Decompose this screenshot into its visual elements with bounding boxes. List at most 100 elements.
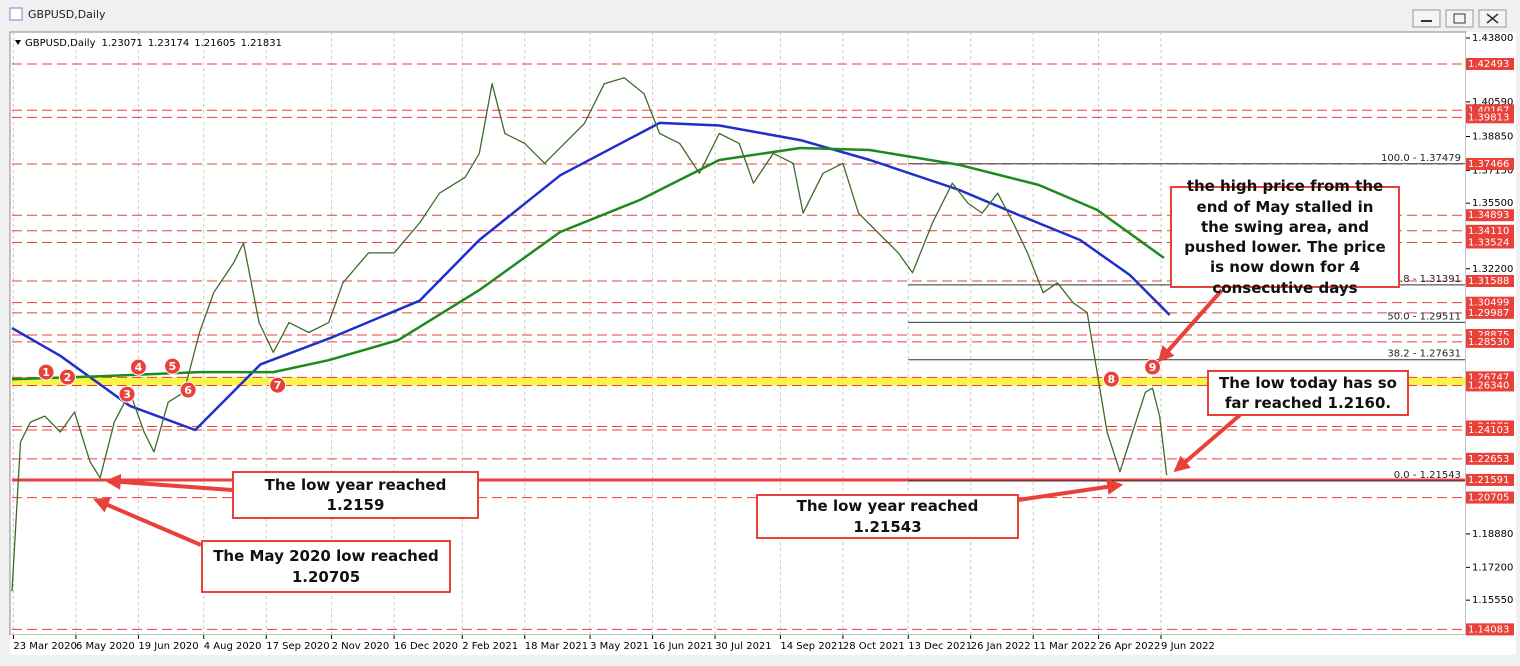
swing-label: 4 xyxy=(135,361,143,374)
y-tick-label: 1.17200 xyxy=(1472,562,1513,573)
moving-average xyxy=(11,121,1171,432)
ohlc-value: 1.21605 xyxy=(194,38,235,49)
x-tick-label: 26 Jan 2022 xyxy=(971,641,1031,652)
arrow xyxy=(1017,478,1124,502)
swing-marker xyxy=(118,385,136,403)
level-label: 1.42493 xyxy=(1468,59,1509,70)
level-label: 1.29987 xyxy=(1468,308,1509,319)
ohlc-value: 1.23071 xyxy=(102,38,143,49)
swing-marker xyxy=(1102,370,1120,388)
x-tick-label: 16 Dec 2020 xyxy=(394,641,458,652)
swing-label: 3 xyxy=(123,388,131,401)
minimize-button[interactable] xyxy=(1412,9,1441,28)
level-label-box xyxy=(1466,111,1514,124)
level-label: 1.26747 xyxy=(1468,372,1509,383)
level-label: 1.37466 xyxy=(1468,159,1509,170)
level-label-box xyxy=(1466,224,1514,237)
fib-label: 100.0 - 1.37479 xyxy=(1381,153,1461,164)
x-tick-label: 19 Jun 2020 xyxy=(138,641,198,652)
level-label: 1.22653 xyxy=(1468,454,1509,465)
x-tick-label: 13 Dec 2021 xyxy=(908,641,972,652)
y-tick-label: 1.40590 xyxy=(1472,97,1513,108)
annotation: The low year reached 1.21543 xyxy=(756,494,1019,539)
level-label-box xyxy=(1466,379,1514,392)
arrow xyxy=(1157,288,1224,363)
annotation-arrows xyxy=(93,288,1242,547)
swing-label: 5 xyxy=(169,360,177,373)
swing-label: 2 xyxy=(64,371,72,384)
x-tick-label: 18 Mar 2021 xyxy=(525,641,588,652)
level-label-box xyxy=(1466,236,1514,249)
swing-label: 8 xyxy=(1108,373,1116,386)
fib-label: 61.8 - 1.31391 xyxy=(1387,274,1461,285)
x-tick-label: 2 Feb 2021 xyxy=(462,641,518,652)
ohlc-value: 1.21831 xyxy=(241,38,282,49)
arrow xyxy=(104,473,233,492)
y-tick-label: 1.37150 xyxy=(1472,165,1513,176)
x-tick-label: 17 Sep 2020 xyxy=(266,641,329,652)
level-label-box xyxy=(1466,57,1514,70)
level-label-box xyxy=(1466,296,1514,309)
fib-label: 50.0 - 1.29511 xyxy=(1387,311,1461,322)
swing-zone xyxy=(12,377,1465,386)
level-label: 1.20705 xyxy=(1468,493,1509,504)
level-label-box xyxy=(1466,306,1514,319)
level-label: 1.14083 xyxy=(1468,624,1509,635)
level-label-box xyxy=(1466,473,1514,486)
level-label: 1.34893 xyxy=(1468,210,1509,221)
x-tick-label: 26 Apr 2022 xyxy=(1099,641,1161,652)
swing-label: 6 xyxy=(184,384,192,397)
swing-marker xyxy=(1144,358,1162,376)
level-label-box xyxy=(1466,275,1514,288)
swing-marker xyxy=(58,368,76,386)
level-label-box xyxy=(1466,452,1514,465)
swing-marker xyxy=(37,363,55,381)
y-tick-label: 1.15550 xyxy=(1472,595,1513,606)
level-label-box xyxy=(1466,158,1514,171)
level-label: 1.24103 xyxy=(1468,425,1509,436)
level-label-box xyxy=(1466,423,1514,436)
fib-label: 0.0 - 1.21543 xyxy=(1394,470,1461,481)
level-label: 1.26340 xyxy=(1468,380,1509,391)
info-line: GBPUSD,Daily xyxy=(15,38,96,49)
level-label: 1.28875 xyxy=(1468,330,1509,341)
annotation: The May 2020 low reached 1.20705 xyxy=(201,540,451,593)
x-tick-label: 9 Jun 2022 xyxy=(1161,641,1215,652)
swing-label: 7 xyxy=(274,379,282,392)
x-tick-label: 23 Mar 2020 xyxy=(13,641,76,652)
swing-marker xyxy=(129,358,147,376)
level-label-box xyxy=(1466,623,1514,636)
annotation: the high price from the end of May stall… xyxy=(1170,177,1400,297)
level-label-box xyxy=(1466,209,1514,222)
arrow xyxy=(93,497,202,547)
y-tick-label: 1.18880 xyxy=(1472,529,1513,540)
swing-label: 9 xyxy=(1149,361,1157,374)
window-title: GBPUSD,Daily xyxy=(28,8,106,21)
x-tick-label: 3 May 2021 xyxy=(590,641,649,652)
y-tick-label: 1.35500 xyxy=(1472,198,1513,209)
x-tick-label: 6 May 2020 xyxy=(76,641,135,652)
fib-label: 38.2 - 1.27631 xyxy=(1387,349,1461,360)
swing-marker xyxy=(163,357,181,375)
y-tick-label: 1.32200 xyxy=(1472,264,1513,275)
level-label: 1.28530 xyxy=(1468,337,1509,348)
level-label: 1.30499 xyxy=(1468,298,1509,309)
x-tick-label: 16 Jun 2021 xyxy=(653,641,713,652)
window-icon xyxy=(9,7,23,21)
level-label: 1.39813 xyxy=(1468,112,1509,123)
level-label: 1.40167 xyxy=(1468,105,1509,116)
moving-average xyxy=(11,146,1165,381)
level-label: 1.33524 xyxy=(1468,237,1509,248)
x-tick-label: 4 Aug 2020 xyxy=(204,641,262,652)
level-label-box xyxy=(1466,491,1514,504)
annotation: The low today has so far reached 1.2160. xyxy=(1207,370,1409,416)
swing-marker xyxy=(269,376,287,394)
level-label: 1.21591 xyxy=(1468,475,1509,486)
level-label: 1.34110 xyxy=(1468,226,1509,237)
x-tick-label: 11 Mar 2022 xyxy=(1033,641,1096,652)
restore-button[interactable] xyxy=(1445,9,1474,28)
symbol-label: GBPUSD,Daily xyxy=(25,38,96,49)
date-axis xyxy=(10,635,1516,655)
